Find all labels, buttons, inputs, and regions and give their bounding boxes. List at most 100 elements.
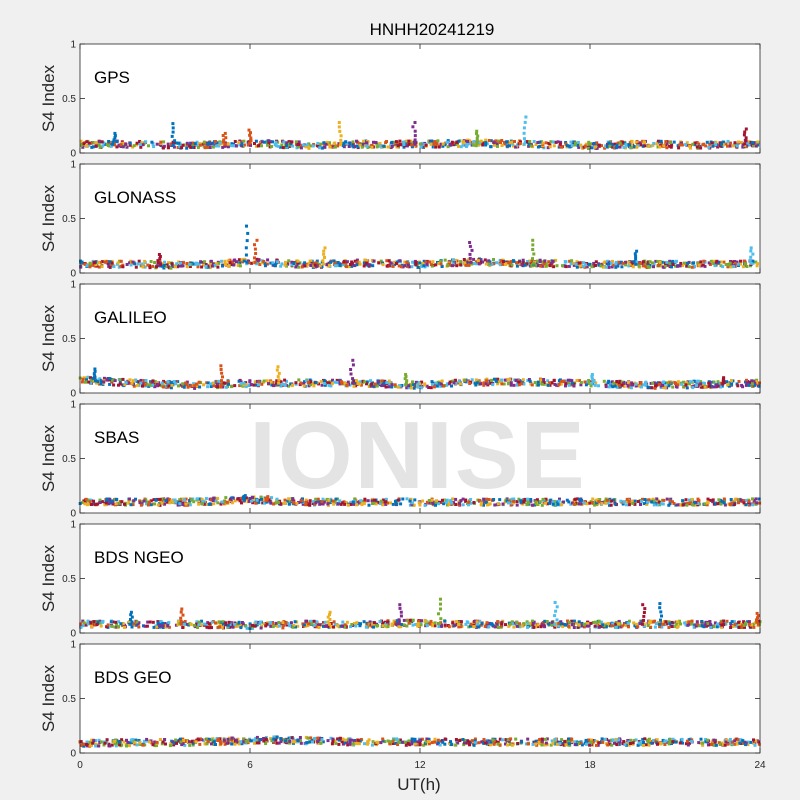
spike-point: [113, 131, 117, 135]
data-point: [184, 381, 188, 385]
data-point: [328, 380, 332, 384]
data-point: [210, 626, 213, 630]
data-point: [489, 381, 493, 385]
data-point: [646, 262, 650, 266]
data-point: [200, 497, 204, 501]
data-point: [300, 499, 304, 503]
data-point: [190, 498, 194, 502]
data-point: [284, 260, 287, 264]
data-point: [267, 623, 271, 627]
spike-point: [328, 622, 332, 626]
data-point: [192, 623, 196, 627]
data-point: [533, 503, 536, 507]
data-point: [634, 384, 638, 388]
data-point: [200, 619, 203, 623]
data-point: [209, 142, 213, 146]
data-point: [329, 260, 333, 264]
data-point: [551, 259, 555, 263]
data-point: [344, 501, 348, 505]
data-point: [302, 384, 306, 388]
data-point: [422, 259, 426, 263]
data-point: [140, 141, 144, 145]
data-point: [307, 262, 311, 266]
data-point: [652, 381, 656, 385]
data-point: [315, 259, 319, 263]
data-point: [668, 261, 672, 265]
data-point: [665, 622, 669, 626]
data-point: [684, 381, 688, 385]
data-point: [128, 497, 131, 501]
data-point: [188, 263, 191, 267]
data-point: [200, 265, 204, 269]
data-point: [680, 143, 684, 147]
data-point: [90, 503, 93, 506]
data-point: [240, 140, 244, 144]
spike-point: [555, 605, 559, 609]
data-point: [240, 142, 244, 146]
data-point: [667, 626, 671, 629]
data-point: [567, 624, 571, 628]
data-point: [292, 262, 296, 265]
data-point: [274, 140, 278, 144]
data-point: [372, 259, 376, 263]
data-point: [365, 382, 368, 386]
data-point: [344, 140, 348, 144]
data-point: [407, 265, 411, 269]
spike-point: [93, 379, 97, 383]
data-point: [340, 501, 344, 505]
data-point: [578, 379, 581, 383]
data-point: [706, 622, 710, 626]
data-point: [173, 498, 177, 502]
data-point: [337, 142, 341, 146]
data-point: [542, 500, 546, 504]
data-point: [722, 497, 726, 501]
data-point: [380, 384, 384, 388]
data-point: [94, 263, 98, 267]
data-point: [223, 262, 227, 266]
data-point: [662, 622, 666, 626]
data-point: [639, 382, 643, 386]
data-point: [443, 619, 447, 623]
data-point: [138, 499, 142, 503]
data-point: [210, 264, 214, 268]
data-point: [208, 141, 211, 145]
data-point: [667, 381, 671, 385]
data-point: [294, 140, 298, 144]
data-point: [526, 621, 530, 625]
data-point: [172, 145, 176, 149]
data-point: [741, 385, 745, 389]
data-point: [230, 385, 233, 389]
data-point: [322, 500, 326, 504]
data-point: [334, 497, 338, 501]
data-point: [510, 620, 514, 624]
spike-point: [244, 253, 248, 257]
spike-point: [93, 369, 97, 373]
data-point: [283, 384, 287, 387]
y-axis-label: S4 Index: [39, 544, 58, 612]
data-point: [652, 503, 656, 507]
data-point: [151, 620, 155, 624]
data-point: [82, 621, 86, 625]
data-point: [585, 265, 589, 269]
spike-point: [413, 121, 417, 124]
data-point: [98, 498, 102, 502]
data-point: [327, 624, 330, 628]
data-point: [251, 496, 255, 499]
data-point: [249, 143, 252, 147]
data-point: [332, 259, 336, 263]
data-point: [272, 383, 276, 387]
data-point: [670, 143, 674, 147]
data-point: [672, 140, 676, 144]
data-point: [638, 141, 642, 145]
data-point: [584, 263, 588, 267]
data-point: [162, 379, 166, 383]
data-point: [567, 144, 571, 148]
data-point: [262, 140, 266, 144]
data-point: [512, 621, 516, 625]
data-point: [523, 263, 527, 267]
data-point: [570, 259, 574, 263]
data-point: [506, 382, 510, 385]
data-point: [151, 379, 155, 383]
data-point: [376, 380, 380, 384]
data-point: [670, 625, 674, 628]
